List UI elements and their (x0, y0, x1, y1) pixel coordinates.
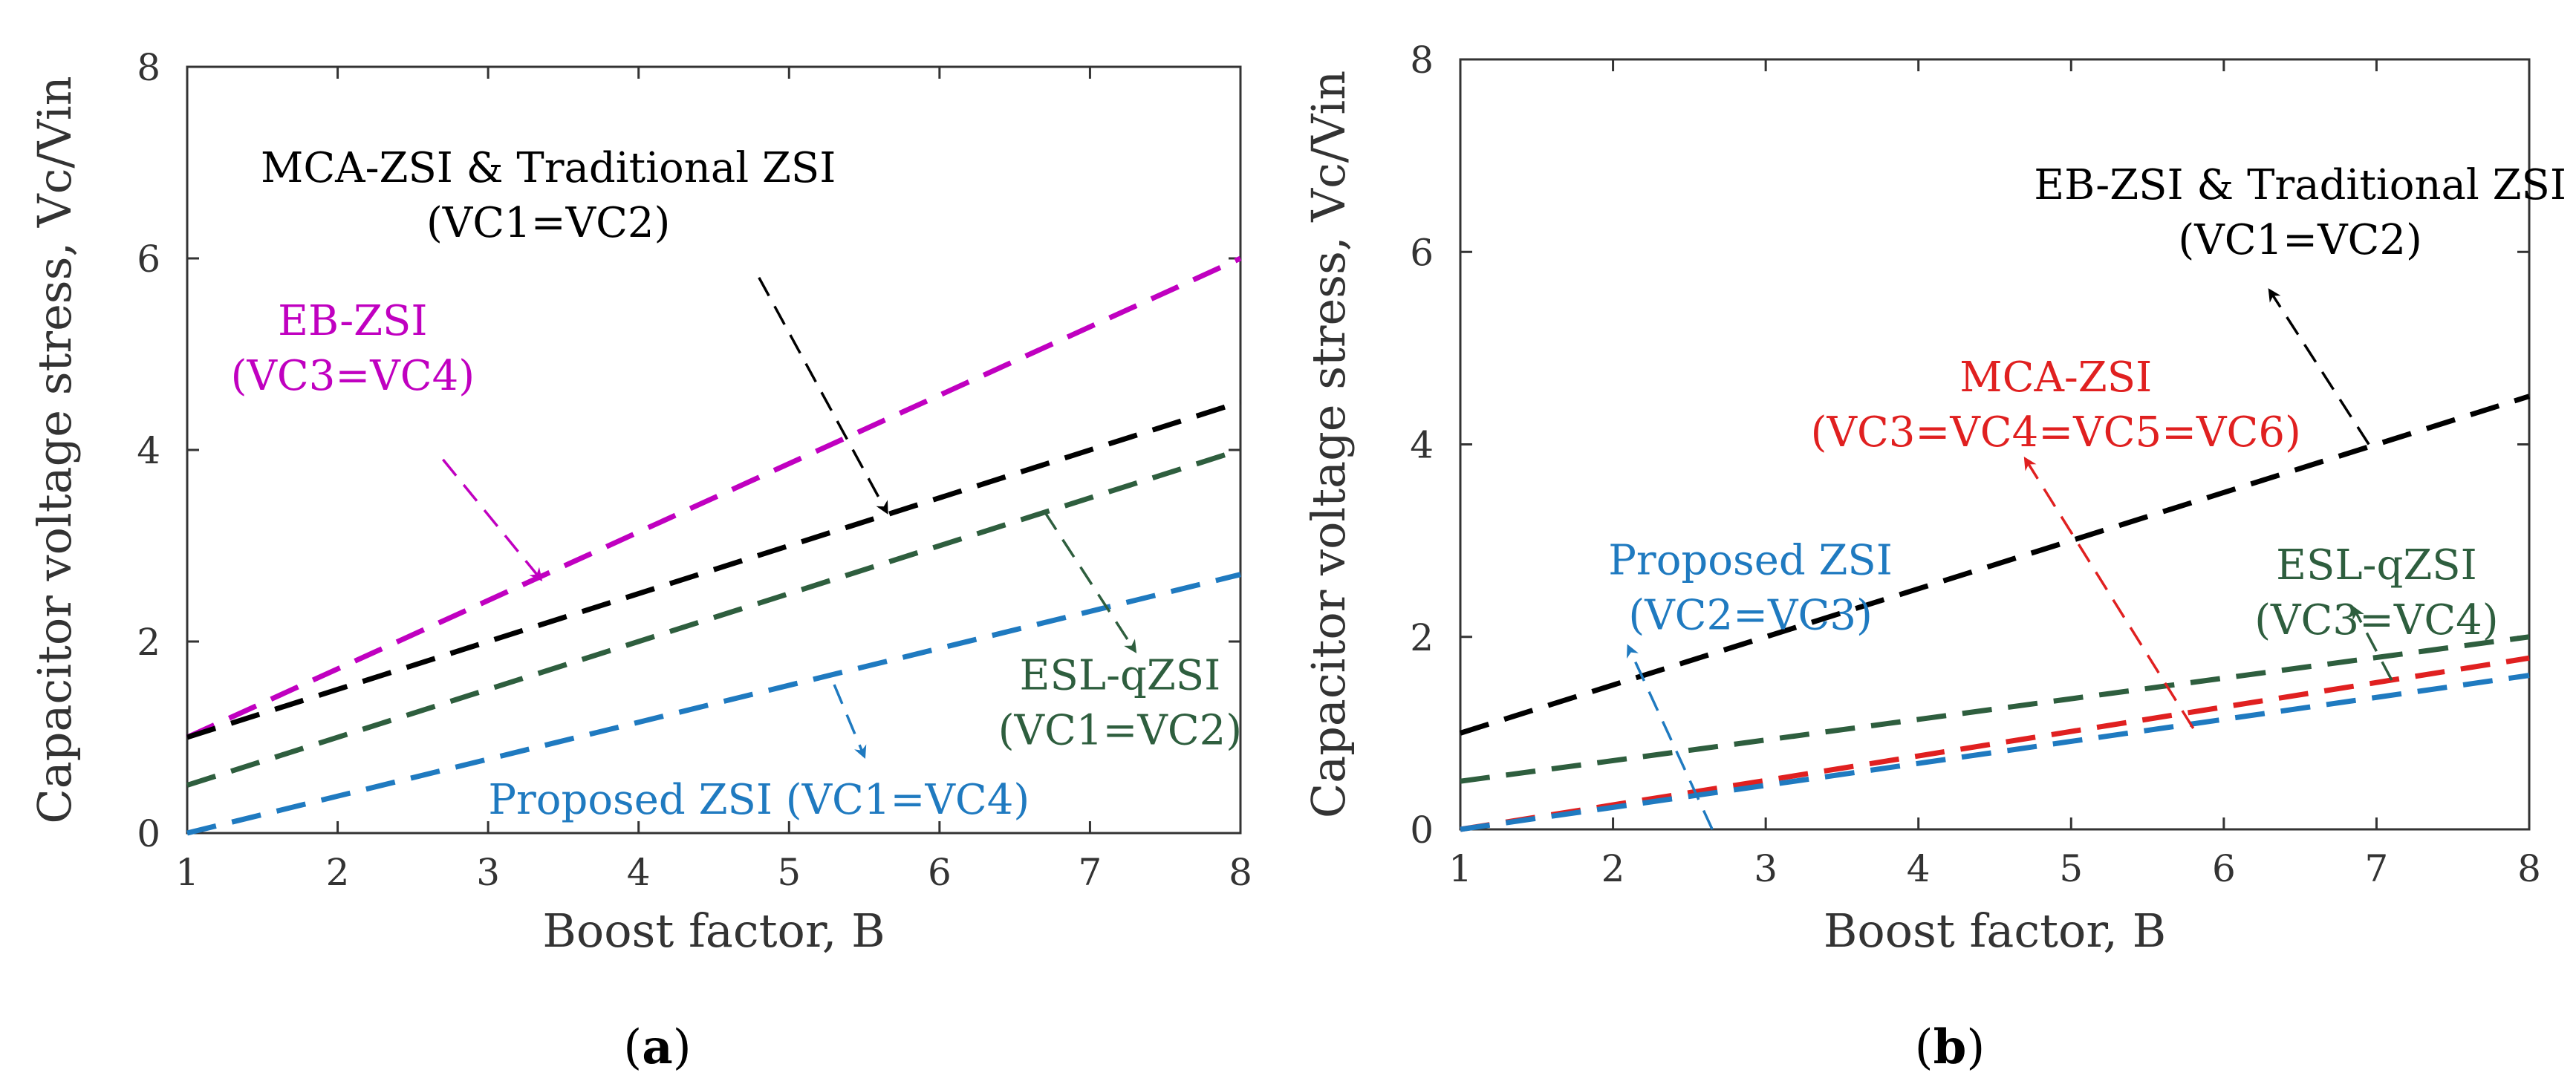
x-tick-label: 1 (1448, 847, 1472, 890)
y-tick-label: 0 (1410, 809, 1434, 852)
x-tick-label: 8 (1229, 851, 1252, 894)
annotation-label-eb-zsi-traditional-zsi: EB-ZSI & Traditional ZSI (2034, 161, 2566, 209)
x-tick-label: 6 (928, 851, 952, 894)
series-line-mca-zsi-traditional-zsi-vc1-vc2 (186, 399, 1242, 740)
y-tick-label: 4 (1410, 424, 1434, 467)
annotation-arrow-esl-qzsi (1044, 511, 1137, 653)
x-tick-label: 5 (777, 851, 801, 894)
chart-panel-b: 1 2 3 4 5 6 7 8 0 2 4 6 8 Boost factor, B Capacitor vo… (1301, 39, 2566, 1075)
y-tick-label: 6 (137, 238, 160, 281)
annotation-label-vc1-vc2: (VC1=VC2) (2178, 216, 2421, 264)
y-tick-label: 8 (1410, 39, 1434, 82)
x-axis-label: Boost factor, B (542, 904, 885, 958)
annotation-label-vc3-vc4: (VC3=VC4) (231, 352, 475, 400)
series-line-mca-zsi-vc3-vc4-vc5-vc6 (1460, 655, 2530, 832)
annotation-arrow-proposed-zsi (1627, 644, 1714, 830)
x-axis-label: Boost factor, B (1824, 904, 2166, 958)
x-tick-label: 3 (1754, 847, 1777, 890)
series-line-eb-zsi-vc3-vc4 (186, 255, 1242, 740)
x-tick-label: 8 (2517, 847, 2541, 890)
y-tick-label: 6 (1410, 231, 1434, 274)
series-line-eb-zsi-traditional-zsi-vc1-vc2 (1459, 394, 2531, 736)
x-tick-label: 4 (627, 851, 651, 894)
x-tick-label: 1 (175, 851, 199, 894)
x-tick-label: 7 (2365, 847, 2389, 890)
annotation-label-proposed-zsi-vc1-vc4: Proposed ZSI (VC1=VC4) (488, 776, 1030, 824)
series-line-proposed-zsi-vc2-vc3 (1460, 673, 2530, 832)
annotation-arrow-proposed-zsi-vc1-vc4 (833, 684, 867, 760)
x-tick-label: 3 (476, 851, 500, 894)
y-tick-label: 2 (1410, 616, 1434, 659)
annotation-arrow-mca-zsi-traditional-zsi (758, 276, 888, 515)
annotation-label-mca-zsi: MCA-ZSI (1959, 353, 2152, 402)
annotation-label-mca-zsi-traditional-zsi: MCA-ZSI & Traditional ZSI (261, 144, 836, 192)
y-tick-label: 2 (137, 621, 160, 664)
annotation-label-esl-qzsi: ESL-qZSI (2276, 541, 2477, 590)
x-tick-label: 2 (326, 851, 350, 894)
annotation-label-vc1-vc2: (VC1=VC2) (426, 199, 670, 247)
chart-panel-a: 1 2 3 4 5 6 7 8 0 2 4 6 8 Boost factor, B Capacitor vo… (27, 46, 1252, 1075)
series-line-esl-qzsi-vc1-vc2 (186, 447, 1242, 788)
x-tick-label: 7 (1079, 851, 1102, 894)
annotation-label-vc2-vc3: (VC2=VC3) (1628, 591, 1872, 639)
annotation-label-vc1-vc2: (VC1=VC2) (998, 707, 1242, 755)
y-axis-label: Capacitor voltage stress, Vc/Vin (1301, 71, 1356, 818)
x-tick-label: 4 (1907, 847, 1931, 890)
y-tick-label: 4 (137, 429, 160, 472)
x-tick-label: 6 (2212, 847, 2236, 890)
annotation-arrow-mca-zsi (2023, 456, 2195, 729)
panel-label: (a) (623, 1019, 691, 1075)
series-line-proposed-zsi-vc1-vc4 (186, 572, 1241, 836)
panel-label: (b) (1915, 1019, 1985, 1075)
annotation-label-esl-qzsi: ESL-qZSI (1020, 652, 1221, 700)
annotation-label-vc3-vc4-vc5-vc6: (VC3=VC4=VC5=VC6) (1811, 408, 2301, 457)
annotation-label-vc3-vc4: (VC3=VC4) (2254, 596, 2498, 644)
x-tick-label: 2 (1601, 847, 1625, 890)
annotation-arrow-esl-qzsi (2352, 605, 2393, 681)
series-line-esl-qzsi-vc3-vc4 (1460, 634, 2530, 784)
annotation-label-eb-zsi: EB-ZSI (278, 297, 427, 345)
y-axis-label: Capacitor voltage stress, Vc/Vin (27, 76, 82, 823)
y-tick-label: 0 (137, 812, 160, 855)
x-tick-label: 5 (2059, 847, 2083, 890)
y-tick-label: 8 (137, 46, 160, 89)
annotation-arrow-eb-zsi (442, 458, 543, 581)
annotation-label-proposed-zsi: Proposed ZSI (1608, 536, 1893, 584)
